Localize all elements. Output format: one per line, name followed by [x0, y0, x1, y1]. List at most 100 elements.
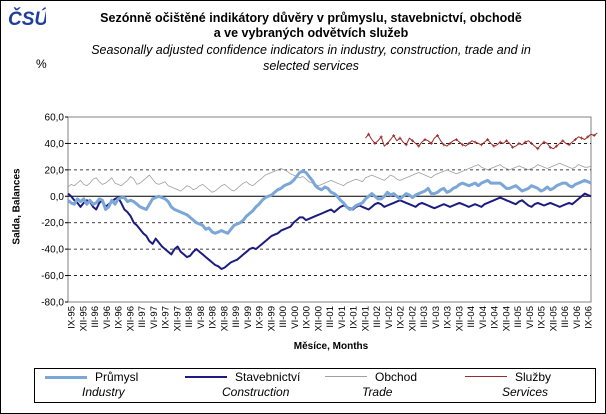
legend: Průmysl Industry Stavebnictví Constructi…: [34, 368, 596, 403]
x-tick-label: XII-00: [313, 306, 324, 331]
x-tick-label: VI-02: [384, 306, 395, 329]
services-marker: [385, 141, 389, 145]
services-marker: [529, 141, 533, 145]
services-marker: [379, 135, 383, 139]
x-tick-label: VI-99: [243, 306, 254, 329]
x-tick-label: VI-01: [337, 306, 348, 329]
x-tick-label: III-97: [137, 306, 148, 328]
services-marker: [373, 141, 377, 145]
x-tick-label: III-98: [184, 306, 195, 328]
x-tick-label: IX-06: [584, 306, 595, 329]
x-tick-label: III-05: [513, 306, 524, 328]
services-marker: [536, 147, 540, 151]
series-line-1: [67, 192, 592, 270]
x-tick-label: III-03: [419, 306, 430, 328]
legend-label-construction: Stavebnictví: [235, 370, 301, 384]
x-tick-label: VI-98: [196, 306, 207, 329]
legend-label-trade: Obchod: [375, 370, 418, 384]
series-line-0: [67, 169, 592, 235]
services-marker: [398, 136, 402, 140]
services-marker: [542, 140, 546, 144]
legend-label-industry-en: Industry: [82, 385, 125, 399]
legend-item-industry: Průmysl Industry: [37, 369, 177, 402]
services-marker: [417, 144, 421, 148]
legend-item-construction: Stavebnictví Construction: [177, 369, 317, 402]
services-marker: [555, 144, 559, 148]
x-tick-label: XII-96: [125, 306, 136, 331]
x-tick-label: VI-97: [149, 306, 160, 329]
x-tick-label: IX-04: [490, 306, 501, 329]
x-tick-label: III-00: [278, 306, 289, 328]
legend-swatch-trade: [325, 376, 367, 377]
x-tick-label: III-02: [372, 306, 383, 328]
services-marker: [423, 137, 427, 141]
x-tick-label: XII-99: [266, 306, 277, 331]
legend-label-industry: Průmysl: [95, 370, 139, 384]
x-tick-label: IX-03: [443, 306, 454, 329]
x-tick-label: XII-02: [407, 306, 418, 331]
x-tick-label: III-96: [90, 306, 101, 328]
legend-label-trade-en: Trade: [362, 385, 393, 399]
csu-logo-text: ČSÚ: [8, 8, 46, 29]
x-tick-label: XII-95: [78, 306, 89, 331]
title-cz-line2: a ve vybraných odvětvích služeb: [213, 26, 409, 40]
x-tick-label: VI-03: [431, 306, 442, 329]
x-tick-label: VI-00: [290, 306, 301, 329]
x-tick-label: IX-05: [537, 306, 548, 329]
x-tick-label: XII-05: [548, 306, 559, 331]
legend-swatch-services: [465, 376, 507, 377]
x-tick-label: III-04: [466, 306, 477, 328]
services-marker: [592, 134, 596, 137]
services-marker: [467, 141, 471, 145]
legend-label-services: Služby: [515, 370, 552, 384]
unit-label: %: [36, 57, 47, 71]
x-tick-label: IX-96: [114, 306, 125, 329]
x-tick-label: VI-06: [572, 306, 583, 329]
x-tick-label: XII-98: [219, 306, 230, 331]
x-tick-label: III-01: [325, 306, 336, 328]
legend-swatch-industry: [45, 376, 87, 379]
services-marker: [479, 143, 483, 147]
y-tick-label: -40,0: [41, 245, 64, 256]
services-marker: [523, 140, 527, 144]
x-tick-label: III-99: [231, 306, 242, 328]
services-marker: [448, 141, 452, 145]
y-tick-label: 0,0: [50, 192, 64, 203]
csu-logo: ČSÚ: [8, 8, 46, 29]
services-marker: [573, 137, 577, 141]
services-marker: [567, 143, 571, 147]
y-tick-label: -60,0: [41, 271, 64, 282]
y-tick-label: 20,0: [45, 165, 65, 176]
x-tick-label: IX-02: [396, 306, 407, 329]
x-tick-label: VI-96: [102, 306, 113, 329]
y-tick-label: -80,0: [41, 298, 64, 309]
x-tick-label: XII-97: [172, 306, 183, 331]
x-axis-label: Měsíce, Months: [293, 341, 369, 352]
legend-label-services-en: Services: [502, 385, 549, 399]
plot-area: [67, 116, 592, 303]
x-tick-label: VI-05: [525, 306, 536, 329]
services-marker: [392, 134, 396, 137]
services-marker: [473, 140, 477, 144]
services-marker: [511, 145, 515, 149]
legend-item-trade: Obchod Trade: [317, 369, 457, 402]
services-marker: [580, 136, 584, 140]
x-tick-label: VI-04: [478, 306, 489, 329]
x-tick-label: XII-01: [360, 306, 371, 331]
services-marker: [410, 139, 414, 143]
title-cz-line1: Sezónně očištěné indikátory důvěry v prů…: [100, 11, 522, 25]
services-marker: [486, 137, 490, 141]
services-marker: [548, 145, 552, 149]
title-en-line1: Seasonally adjusted confidence indicator…: [91, 43, 531, 57]
x-tick-label: IX-95: [67, 306, 78, 329]
x-tick-label: XII-04: [501, 306, 512, 331]
services-marker: [498, 140, 502, 144]
x-tick-label: IX-01: [349, 306, 360, 329]
services-marker: [442, 143, 446, 147]
services-marker: [436, 134, 440, 137]
title-en-line2: selected services: [263, 59, 359, 73]
services-marker: [517, 141, 521, 145]
y-tick-label: 60,0: [45, 113, 65, 124]
